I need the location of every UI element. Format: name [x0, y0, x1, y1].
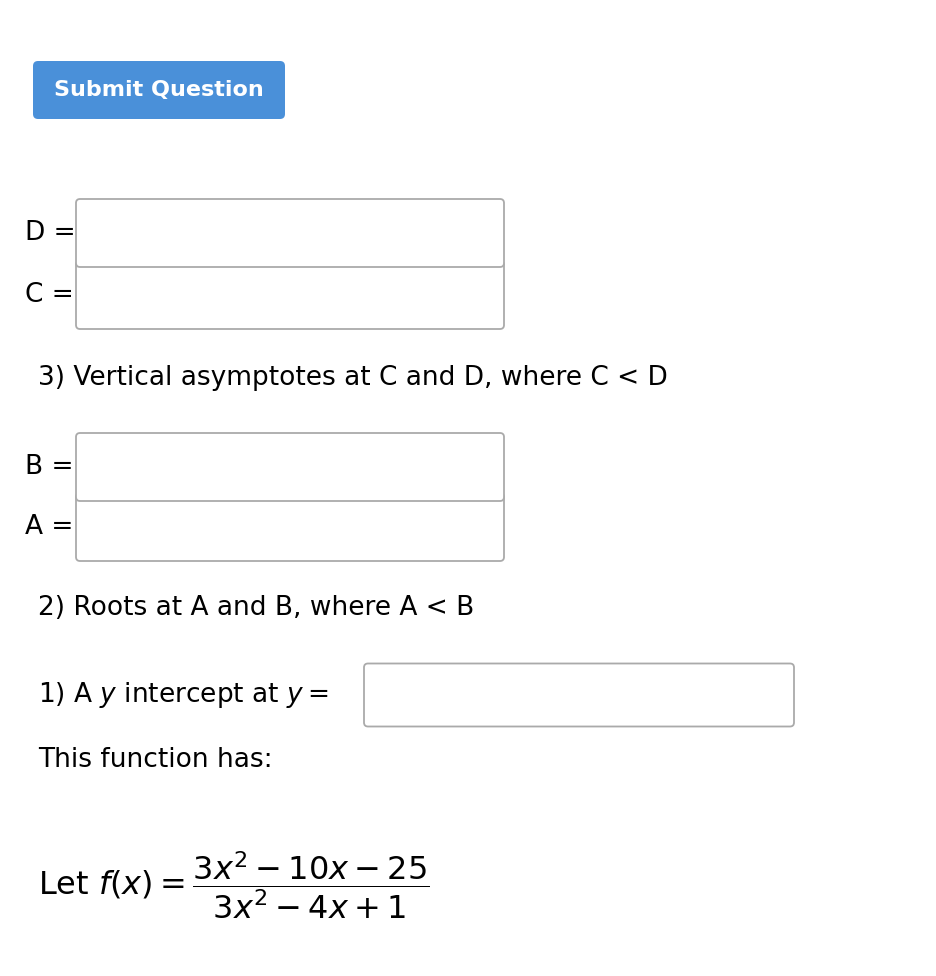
Text: C =: C = — [25, 282, 74, 308]
FancyBboxPatch shape — [76, 199, 504, 267]
FancyBboxPatch shape — [76, 261, 504, 329]
FancyBboxPatch shape — [364, 664, 794, 726]
Text: 1) A $y$ intercept at $y=$: 1) A $y$ intercept at $y=$ — [38, 680, 329, 710]
Text: 2) Roots at A and B, where A < B: 2) Roots at A and B, where A < B — [38, 595, 475, 621]
FancyBboxPatch shape — [33, 61, 285, 119]
Text: B =: B = — [25, 454, 74, 480]
FancyBboxPatch shape — [76, 493, 504, 561]
Text: A =: A = — [25, 514, 73, 540]
Text: D =: D = — [25, 220, 76, 246]
FancyBboxPatch shape — [76, 433, 504, 501]
Text: 3) Vertical asymptotes at C and D, where C < D: 3) Vertical asymptotes at C and D, where… — [38, 365, 667, 391]
Text: This function has:: This function has: — [38, 747, 272, 773]
Text: Submit Question: Submit Question — [54, 80, 264, 100]
Text: Let $\mathit{f}(\mathit{x})=\dfrac{3x^2-10x-25}{3x^2-4x+1}$: Let $\mathit{f}(\mathit{x})=\dfrac{3x^2-… — [38, 849, 430, 920]
